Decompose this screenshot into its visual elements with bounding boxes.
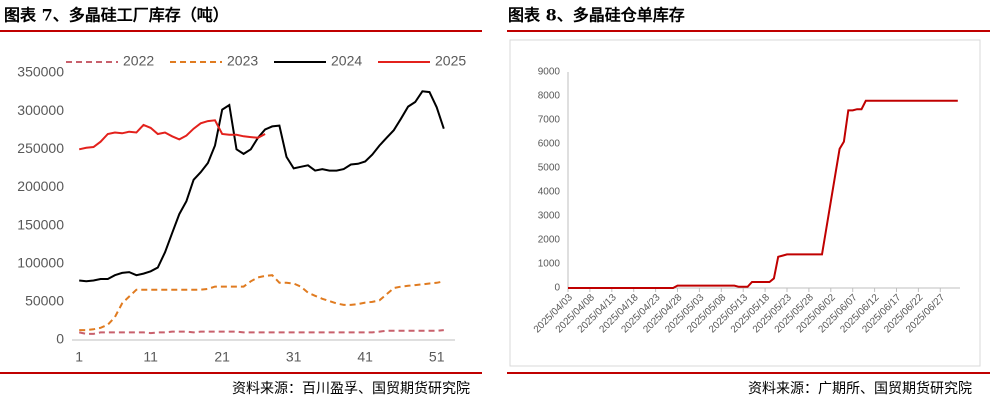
y-tick-label: 8000: [538, 91, 561, 102]
y-tick-label: 3000: [538, 211, 561, 222]
y-tick-label: 200000: [17, 178, 64, 194]
series-line: [79, 90, 445, 283]
series-line: [568, 99, 958, 289]
x-tick-label: 51: [429, 349, 445, 365]
y-tick-label: 150000: [17, 216, 64, 232]
y-tick-label: 250000: [17, 140, 64, 156]
y-tick-label: 0: [56, 331, 64, 347]
y-tick-label: 7000: [538, 115, 561, 126]
series-line: [79, 274, 445, 332]
x-tick-label: 21: [214, 349, 230, 365]
series-line: [78, 329, 444, 335]
y-tick-label: 5000: [538, 163, 561, 174]
x-tick-label: 1: [75, 349, 83, 365]
source: 资料来源：广期所、国贸期货研究院: [748, 380, 972, 397]
plot-frame: [509, 39, 981, 367]
y-tick-label: 6000: [538, 139, 561, 150]
x-tick-label: 11: [143, 349, 158, 365]
source: 资料来源：百川盈孚、国贸期货研究院: [232, 380, 470, 397]
x-tick-label: 31: [286, 349, 302, 365]
y-tick-label: 300000: [17, 102, 64, 118]
chart-title: 图表 7、多晶硅工厂库存（吨）: [4, 6, 229, 25]
legend-label: 2023: [227, 53, 258, 69]
y-tick-label: 4000: [538, 187, 561, 198]
y-tick-label: 350000: [17, 64, 64, 80]
x-tick-label: 41: [357, 349, 373, 365]
legend-label: 2025: [435, 53, 466, 69]
y-tick-label: 9000: [538, 67, 561, 78]
y-tick-label: 1000: [538, 259, 561, 270]
chart-title: 图表 8、多晶硅仓单库存: [508, 6, 685, 25]
legend-label: 2024: [331, 53, 362, 69]
series-line: [78, 119, 266, 151]
y-tick-label: 2000: [538, 235, 561, 246]
y-tick-label: 100000: [17, 254, 64, 270]
y-tick-label: 0: [554, 283, 560, 294]
y-tick-label: 50000: [25, 293, 64, 309]
legend-label: 2022: [123, 53, 154, 69]
